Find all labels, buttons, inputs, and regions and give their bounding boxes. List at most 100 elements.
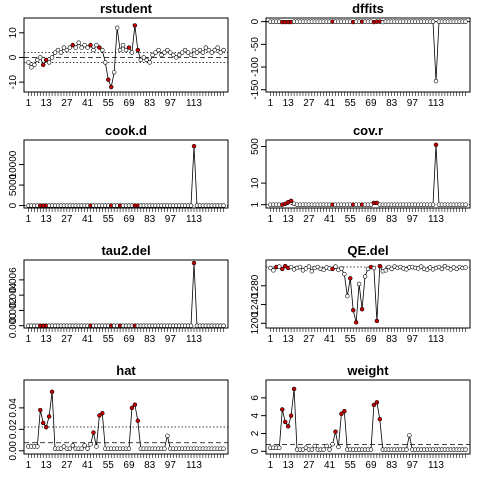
x-tick-label: 83 [386,460,398,471]
data-point [150,52,155,58]
y-tick-label: 500 [250,138,261,155]
influential-point [283,419,288,425]
x-tick-label: 83 [386,214,398,225]
data-point [191,47,197,53]
data-point [153,50,158,55]
x-tick-label: 27 [61,98,73,109]
x-tick-label: 1 [26,334,32,345]
influential-point [106,77,111,82]
series-line [28,391,224,450]
influential-point [46,414,52,419]
influential-point [41,420,46,426]
influential-point [351,307,356,313]
influential-point [135,418,141,423]
y-tick-label: 5000 [8,174,19,197]
data-point [371,265,377,271]
y-tick-label: -50 [250,37,261,52]
x-tick-label: 83 [144,214,156,225]
influential-point [280,407,285,412]
influential-point [280,266,285,272]
x-tick-label: 13 [283,460,295,471]
data-point [147,60,152,65]
chart-title: QE.del [347,243,388,258]
x-tick-label: 1 [26,214,32,225]
data-point [67,446,73,451]
data-point [463,447,468,452]
data-point [312,443,317,449]
series-line [28,263,224,327]
x-tick-label: 55 [103,214,115,225]
data-point [82,443,87,448]
data-point [288,264,294,270]
influential-point [377,263,383,269]
x-tick-label: 113 [428,334,444,345]
y-tick-label: 0.004 [8,282,19,307]
x-tick-label: 27 [61,214,73,225]
x-tick-label: 69 [123,460,135,471]
influential-point [132,23,138,28]
influential-point [353,320,359,325]
influential-point [43,57,49,63]
series-line [270,144,466,206]
data-point [76,40,81,45]
x-tick-label: 1 [268,460,274,471]
x-tick-label: 69 [365,460,377,471]
chart-title: weight [346,363,389,378]
data-point [82,42,87,48]
chart-title: dffits [352,1,384,16]
data-point [55,47,61,53]
x-tick-label: 113 [428,98,444,109]
data-point [88,442,93,447]
influential-point [371,402,377,408]
data-point [38,55,43,60]
influential-point [288,198,294,204]
influential-point [135,47,141,53]
y-tick-label: 0.006 [8,267,19,292]
x-tick-label: 69 [365,98,377,109]
influential-point [342,409,347,414]
data-point [162,446,167,451]
y-tick-label: 10000 [8,150,19,178]
data-point [206,47,211,53]
y-tick-label: 0.002 [8,297,19,322]
data-point [268,265,273,271]
y-tick-label: 0.02 [8,419,19,439]
y-tick-label: 0.00 [8,441,19,461]
x-tick-label: 41 [324,460,336,471]
data-point [85,446,90,451]
x-tick-label: 55 [345,214,357,225]
data-point [197,47,203,53]
x-tick-label: 55 [345,98,357,109]
x-tick-label: 13 [283,98,295,109]
chart-title: hat [116,363,136,378]
influential-point [374,318,380,324]
data-point [103,60,108,65]
influential-point [132,402,138,407]
plot-frame [23,259,229,329]
x-tick-label: 55 [103,334,115,345]
data-point [430,202,436,207]
x-tick-label: 69 [123,98,135,109]
data-point [277,445,282,450]
x-tick-label: 69 [123,334,135,345]
influential-point [359,307,365,312]
x-tick-label: 27 [61,334,73,345]
x-tick-label: 97 [407,334,419,345]
chart-title: cov.r [353,123,383,138]
y-tick-label: 2 [250,430,261,436]
data-point [188,323,194,328]
data-point [356,281,362,287]
chart-title: tau2.del [101,243,150,258]
influential-point [126,45,132,50]
data-point [221,446,226,451]
data-point [185,50,191,55]
y-tick-label: 0 [8,202,19,208]
plot-frame [23,139,229,209]
data-point [424,267,430,273]
data-point [433,78,439,84]
data-point [463,265,468,270]
x-tick-label: 41 [82,98,94,109]
